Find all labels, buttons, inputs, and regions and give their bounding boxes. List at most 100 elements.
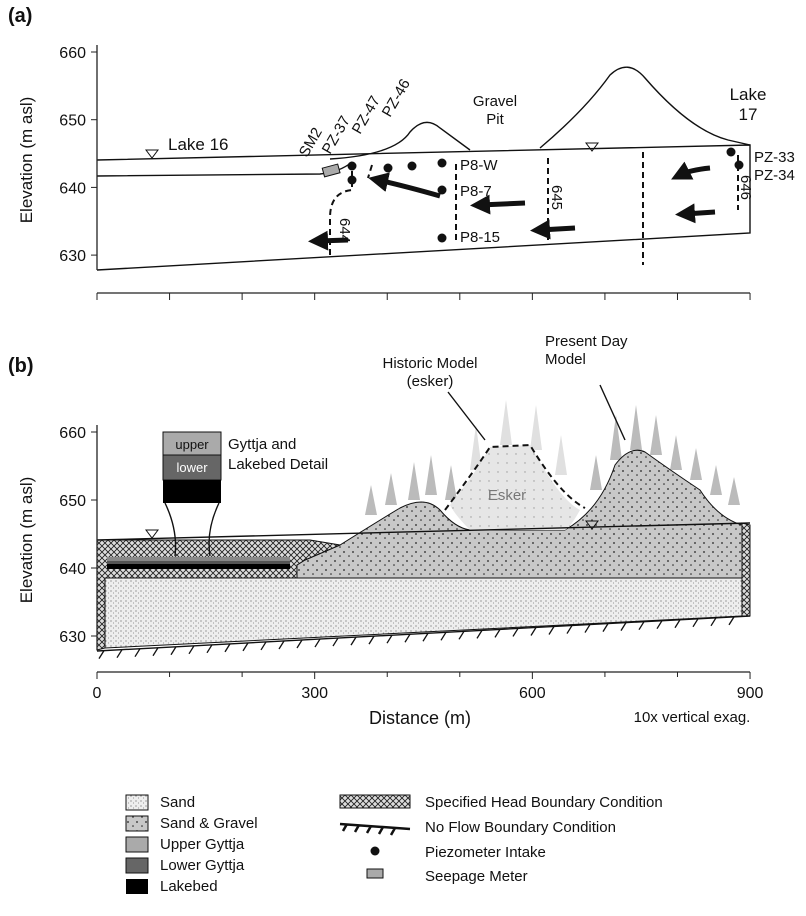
x-tick-label: 600	[519, 685, 546, 702]
legend-swatch	[366, 868, 384, 879]
present-label: Present Day Model	[545, 333, 628, 368]
y-tick-label: 640	[59, 180, 86, 197]
hatch-tick	[350, 636, 357, 646]
legend-label: Upper Gyttja	[160, 836, 245, 853]
hatch-tick	[386, 634, 393, 644]
sand-and-gravel	[296, 449, 743, 579]
legend-label: Lower Gyttja	[160, 857, 245, 874]
piezometers	[347, 147, 744, 243]
flow-arrow	[470, 194, 526, 215]
y-tick-label: 650	[59, 113, 86, 130]
hatch-tick	[584, 624, 591, 633]
x-tick-label: 300	[301, 685, 328, 702]
x-label: Distance (m)	[369, 708, 471, 728]
legend-swatch	[125, 836, 149, 853]
hatch-tick	[98, 650, 105, 659]
flow-divides	[367, 152, 739, 265]
no-flow-hatch	[98, 616, 735, 659]
hatch-tick	[548, 626, 555, 635]
divide-label: 645	[548, 185, 565, 210]
detail-label: upper	[175, 437, 209, 452]
hatch-tick	[440, 631, 447, 641]
legend-swatch	[339, 794, 411, 809]
hatch-tick	[368, 635, 375, 645]
exaggeration-note: 10x vertical exag.	[634, 709, 751, 726]
hatch-tick	[422, 632, 429, 642]
hatch-tick	[512, 628, 519, 637]
legend: Sand Sand & Gravel Upper Gyttja Lower Gy…	[125, 794, 663, 895]
hatch-tick	[494, 629, 501, 638]
ground-surface	[329, 66, 751, 160]
hatch-tick	[728, 616, 735, 626]
text-line: Model	[545, 351, 586, 368]
y-label: Elevation (m asl)	[17, 477, 36, 604]
y-tick-label: 630	[59, 629, 86, 646]
legend-label: Seepage Meter	[425, 868, 528, 885]
panel-label: (b)	[8, 355, 34, 377]
detail-lakebed	[163, 480, 221, 503]
well-label: P8-7	[460, 183, 492, 200]
detail-label: lower	[176, 460, 208, 475]
legend-label: Sand	[160, 794, 195, 811]
hatch-tick	[620, 622, 627, 631]
text-line: Gravel	[473, 93, 517, 110]
hatch-tick	[116, 649, 123, 659]
flow-arrow	[675, 203, 716, 224]
well-label: PZ-33	[754, 149, 795, 166]
aquifer-outline	[96, 144, 751, 271]
hatch-tick	[224, 643, 231, 653]
specified-head	[741, 522, 751, 617]
sand	[104, 577, 743, 649]
well-label: P8-15	[460, 229, 500, 246]
legend-swatch	[339, 822, 411, 836]
hatch-tick	[458, 630, 465, 640]
text-line: Pit	[486, 111, 504, 128]
hatch-tick	[242, 642, 249, 652]
text-line: Lake	[730, 85, 767, 104]
esker-label: Esker	[488, 487, 526, 504]
well-label: PZ-47	[349, 93, 384, 137]
seepage-meter	[321, 163, 341, 178]
water-table-symbol	[585, 520, 599, 530]
y-label: Elevation (m asl)	[17, 97, 36, 224]
text-line: 17	[739, 105, 758, 124]
y-tick-label: 640	[59, 561, 86, 578]
panel-label: (a)	[8, 5, 32, 27]
hatch-tick	[278, 640, 285, 650]
well-label: PZ-34	[754, 167, 795, 184]
lake-label: Lake 16	[168, 135, 229, 154]
legend-swatch	[125, 815, 149, 832]
water-table	[145, 149, 159, 159]
panel-b-drawing	[96, 384, 751, 673]
flow-arrow	[671, 161, 711, 180]
text-line: Present Day	[545, 333, 628, 350]
y-tick-label: 630	[59, 248, 86, 265]
lakebed	[96, 161, 353, 177]
hatch-tick	[692, 618, 699, 628]
hatch-tick	[296, 639, 303, 649]
panel-a-drawing	[96, 45, 751, 294]
divide-label: 646	[737, 175, 754, 200]
well-label: P8-W	[460, 157, 498, 174]
x-tick-label: 900	[737, 685, 764, 702]
hatch-tick	[152, 647, 159, 657]
legend-label: Piezometer Intake	[425, 844, 546, 861]
hatch-tick	[476, 630, 483, 639]
y-tick-label: 660	[59, 45, 86, 62]
hatch-tick	[404, 633, 411, 643]
detail-title: Gyttja and Lakebed Detail	[228, 436, 328, 473]
legend-swatch	[126, 879, 148, 894]
hatch-tick	[530, 627, 537, 636]
divide-label: 644	[336, 218, 353, 243]
hatch-tick	[314, 638, 321, 648]
historic-label: Historic Model (esker)	[382, 355, 477, 390]
hatch-tick	[260, 641, 267, 651]
water-table-symbol	[145, 529, 159, 539]
hatch-tick	[674, 619, 681, 629]
detail-callout	[164, 502, 220, 557]
hatch-tick	[656, 620, 663, 630]
legend-label: Specified Head Boundary Condition	[425, 794, 663, 811]
legend-swatch	[125, 857, 149, 874]
callout-line	[447, 384, 626, 441]
no-flow	[96, 615, 751, 652]
